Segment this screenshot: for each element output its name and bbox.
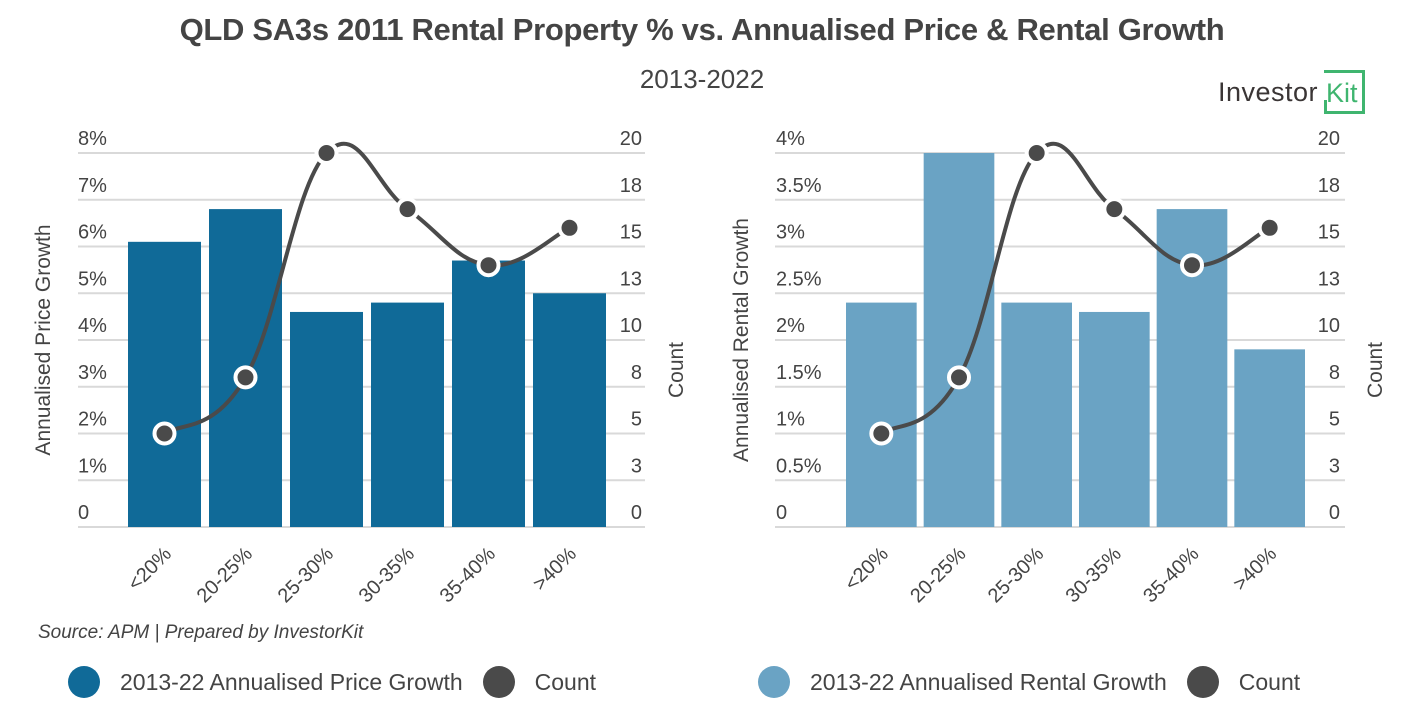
investorkit-logo: Investor Kit (1218, 70, 1365, 114)
y-tick-label: 6% (78, 222, 107, 244)
x-tick-label: 35-40% (436, 543, 500, 607)
x-tick-label: <20% (841, 543, 893, 595)
x-tick-label: >40% (1229, 543, 1281, 595)
y2-tick-label: 15 (1318, 222, 1340, 244)
bar-30-35[interactable] (371, 302, 444, 527)
y-tick-label: 0.5% (776, 455, 822, 477)
y-tick-label: 0 (776, 502, 787, 524)
x-tick-label: <20% (124, 543, 176, 595)
legend-swatch-rental (758, 666, 790, 698)
chart-title: QLD SA3s 2011 Rental Property % vs. Annu… (179, 12, 1225, 47)
logo-text: Investor (1218, 76, 1319, 107)
y-tick-label: 8% (78, 128, 107, 150)
count-point-25-30[interactable] (314, 141, 339, 165)
x-tick-label: 20-25% (906, 543, 970, 607)
bar-30-35[interactable] (1079, 311, 1150, 527)
source-note: Source: APM | Prepared by InvestorKit (38, 622, 364, 643)
y-axis-title: Annualised Price Growth (32, 224, 55, 455)
y-tick-label: 1% (776, 409, 805, 431)
y2-tick-label: 3 (1329, 455, 1340, 477)
legend-label: 2013-22 Annualised Price Growth (120, 668, 463, 695)
y-tick-label: 0 (78, 502, 89, 524)
chart-panel-1: 0 0 1% 3 2% 5 3% 8 4% 10 5% 13 6% 15 7% 18 8% 20 Annualise… (32, 128, 688, 607)
y2-tick-label: 8 (1329, 362, 1340, 384)
bar-20[interactable] (128, 241, 201, 527)
legend-item-price-growth[interactable]: 2013-22 Annualised Price Growth (68, 666, 463, 698)
y2-tick-label: 18 (620, 175, 642, 197)
count-point-20-25[interactable] (233, 365, 258, 390)
y2-tick-label: 18 (1318, 175, 1340, 197)
legend-swatch-count (1186, 666, 1219, 698)
legend-label: Count (1238, 668, 1301, 695)
count-point-20-25[interactable] (947, 365, 971, 390)
bar-20[interactable] (846, 302, 917, 527)
legend-price: 2013-22 Annualised Price Growth Count (68, 666, 616, 698)
legend-item-rental-growth[interactable]: 2013-22 Annualised Rental Growth (758, 666, 1167, 698)
y2-tick-label: 0 (1329, 502, 1340, 524)
x-tick-label: 30-35% (355, 543, 419, 607)
y2-tick-label: 13 (1318, 268, 1340, 290)
count-point-35-40[interactable] (1180, 253, 1204, 278)
y-tick-label: 7% (78, 175, 107, 197)
y2-tick-label: 5 (631, 409, 642, 431)
chart-panel-2: 0 0 0.5% 3 1% 5 1.5% 8 2% 10 2.5% 13 3% 15 3.5% 18 4% 20 A… (730, 128, 1387, 607)
legend-item-count[interactable]: Count (1186, 666, 1301, 698)
y2-tick-label: 20 (620, 128, 642, 150)
count-point-30-35[interactable] (1102, 197, 1127, 222)
y2-tick-label: 5 (1329, 409, 1340, 431)
count-point-35-40[interactable] (476, 253, 501, 278)
y-tick-label: 5% (78, 268, 107, 290)
bar-25-30[interactable] (1001, 302, 1072, 527)
y-tick-label: 1.5% (776, 362, 822, 384)
y2-axis-title: Count (1364, 342, 1387, 398)
x-tick-label: 30-35% (1062, 543, 1126, 607)
y-tick-label: 3% (776, 222, 805, 244)
y-tick-label: 4% (78, 315, 107, 337)
y-tick-label: 4% (776, 128, 805, 150)
count-point-40[interactable] (1257, 215, 1282, 240)
y2-tick-label: 3 (631, 455, 642, 477)
y-tick-label: 3.5% (776, 175, 822, 197)
bar-25-30[interactable] (290, 311, 363, 527)
y2-tick-label: 13 (620, 268, 642, 290)
x-tick-label: 25-30% (984, 543, 1048, 607)
count-point-30-35[interactable] (395, 197, 420, 222)
y2-tick-label: 8 (631, 362, 642, 384)
y-tick-label: 3% (78, 362, 107, 384)
x-tick-label: 35-40% (1139, 543, 1203, 607)
y2-tick-label: 0 (631, 502, 642, 524)
bar-40[interactable] (1234, 349, 1305, 527)
bar-40[interactable] (533, 293, 606, 527)
bar-35-40[interactable] (452, 260, 525, 527)
legend-swatch-count (482, 666, 515, 698)
legend-label: 2013-22 Annualised Rental Growth (810, 668, 1167, 695)
y-tick-label: 2% (776, 315, 805, 337)
y-tick-label: 1% (78, 455, 107, 477)
x-tick-label: 25-30% (274, 543, 338, 607)
count-point-20[interactable] (869, 421, 894, 446)
count-point-25-30[interactable] (1024, 141, 1049, 165)
y-tick-label: 2.5% (776, 268, 822, 290)
legend-label: Count (534, 668, 597, 695)
y2-tick-label: 10 (620, 315, 642, 337)
legend-item-count[interactable]: Count (482, 666, 597, 698)
y2-tick-label: 10 (1318, 315, 1340, 337)
y2-tick-label: 20 (1318, 128, 1340, 150)
x-tick-label: 20-25% (193, 543, 257, 607)
y-tick-label: 2% (78, 409, 107, 431)
count-point-40[interactable] (557, 215, 582, 240)
chart-subtitle: 2013-2022 (639, 64, 765, 94)
legend-swatch-price (68, 666, 100, 698)
legend-rental: 2013-22 Annualised Rental Growth Count (758, 666, 1320, 698)
x-tick-label: >40% (529, 543, 581, 595)
y2-tick-label: 15 (620, 222, 642, 244)
y2-axis-title: Count (665, 342, 688, 398)
count-point-20[interactable] (152, 421, 177, 446)
bar-20-25[interactable] (923, 153, 995, 527)
y-axis-title: Annualised Rental Growth (730, 218, 753, 462)
logo-box: Kit (1324, 70, 1365, 114)
